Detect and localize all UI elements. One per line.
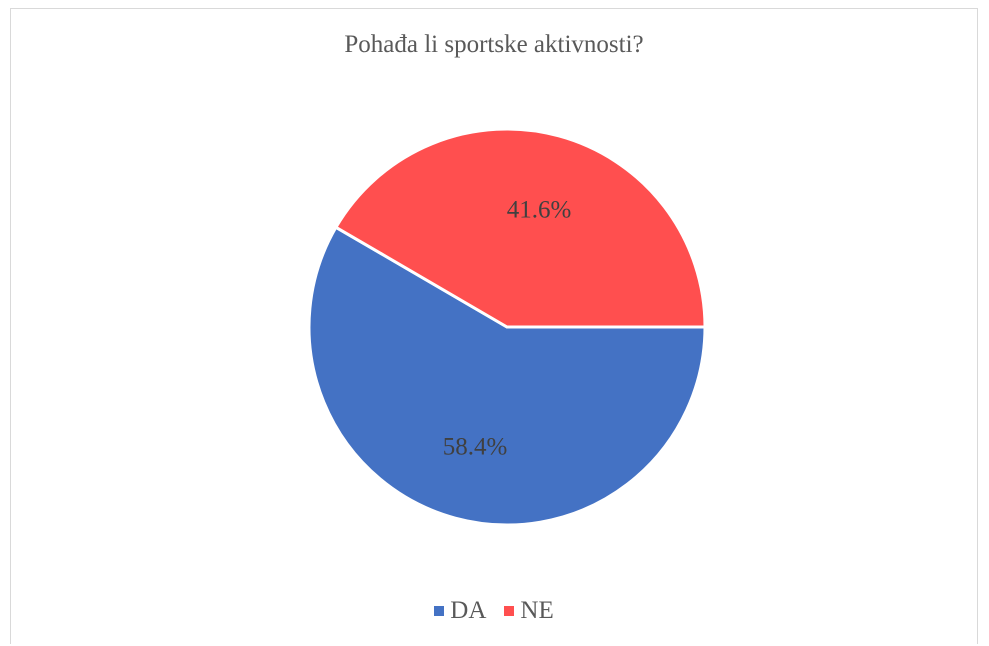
- legend-swatch-ne: [504, 606, 515, 616]
- legend-label-ne: NE: [520, 597, 554, 624]
- chart-area: Pohađa li sportske aktivnosti? 58.4% 41.6…: [10, 8, 978, 644]
- chart-title: Pohađa li sportske aktivnosti?: [344, 31, 644, 58]
- legend-swatch-da: [434, 606, 445, 616]
- legend: DA NE: [11, 597, 977, 625]
- data-label-ne: 41.6%: [507, 196, 572, 223]
- pie-slice-ne: [333, 127, 707, 329]
- pie-slice-da: [307, 225, 707, 527]
- data-label-da: 58.4%: [443, 434, 508, 461]
- legend-label-da: DA: [450, 597, 487, 624]
- legend-item-ne: NE: [504, 597, 554, 625]
- legend-item-da: DA: [434, 597, 486, 625]
- pie-chart: 58.4% 41.6%: [307, 127, 707, 527]
